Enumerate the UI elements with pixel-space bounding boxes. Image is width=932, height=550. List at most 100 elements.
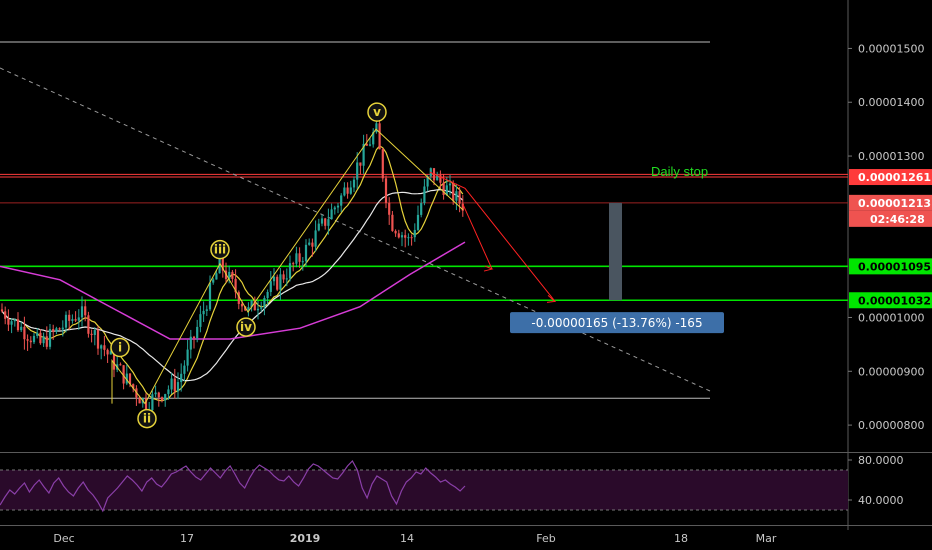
time-tick-label: 18 (674, 532, 688, 545)
candle-body (128, 373, 132, 385)
wave-label-iv: iv (240, 320, 252, 334)
price-tick-label: 0.00001000 (858, 311, 924, 324)
candle-body (324, 218, 327, 226)
price-label-box[interactable] (849, 210, 932, 227)
candle-body (58, 328, 61, 330)
candle-body (416, 214, 420, 230)
candle-body (250, 300, 253, 308)
time-tick-label: Dec (53, 532, 74, 545)
candle-body (100, 345, 103, 349)
candle-body (29, 340, 32, 343)
time-tick-label: 14 (400, 532, 414, 545)
daily-stop-label: Daily stop (651, 164, 708, 179)
candle-body (68, 314, 71, 321)
time-tick-label: 2019 (290, 532, 321, 545)
candle-body (84, 306, 87, 316)
time-tick-label: 17 (180, 532, 194, 545)
candle-body (298, 253, 301, 262)
wave-label-circle (110, 337, 130, 358)
candle-body (407, 237, 410, 239)
price-label-box[interactable] (849, 194, 932, 211)
candle-body (122, 365, 125, 384)
candle-body (221, 256, 224, 271)
candle-body (276, 276, 279, 290)
candle-body (106, 349, 109, 355)
candle-body (381, 149, 384, 179)
candle-body (311, 242, 314, 247)
candle-body (327, 219, 330, 226)
candle-body (96, 330, 100, 349)
candle-body (455, 191, 458, 201)
candle-body (234, 278, 237, 293)
candle-body (426, 176, 429, 187)
candle-body (330, 209, 333, 220)
candle-body (23, 326, 26, 340)
candle-body (90, 333, 93, 336)
candle-body (308, 242, 311, 245)
measure-box[interactable] (510, 312, 724, 334)
time-tick-label: Mar (756, 532, 777, 545)
candle-body (45, 336, 48, 347)
wave-label-v: v (373, 105, 381, 119)
candle-body (368, 144, 372, 146)
dashed-trend-line[interactable] (0, 67, 711, 392)
elliott-wave-path[interactable] (111, 128, 464, 405)
candle-body (208, 282, 212, 310)
price-tick-label: 0.00000800 (858, 419, 924, 432)
candle-body (372, 132, 375, 145)
price-label-box[interactable] (849, 292, 932, 309)
chart-frame (0, 0, 932, 530)
candle-body (362, 143, 365, 166)
candle-body (20, 326, 23, 331)
candle-body (340, 195, 343, 206)
time-tick-label: Feb (536, 532, 555, 545)
candle-body (436, 175, 439, 181)
candle-body (160, 397, 164, 401)
price-tick-label: 0.00000900 (858, 365, 924, 378)
candle-body (189, 336, 192, 350)
candle-body (301, 261, 304, 263)
wave-label-circle (137, 408, 157, 429)
candle-body (394, 230, 397, 234)
candle-body (333, 207, 336, 210)
candle-body (39, 332, 42, 344)
candle-body (375, 123, 378, 133)
wave-label-ii: ii (143, 412, 151, 426)
candle-body (0, 309, 4, 312)
candle-body (336, 205, 340, 208)
candle-body (452, 183, 455, 201)
wave-label-i: i (118, 341, 122, 355)
price-label-box[interactable] (849, 258, 932, 275)
drawings: Daily stop -0.00000165 (-13.76%) -165 (111, 128, 724, 405)
projection-arrow[interactable] (429, 171, 556, 302)
candle-body (196, 326, 199, 339)
candle-body (164, 394, 167, 401)
candle-body (170, 378, 173, 390)
rsi-tick-label: 40.0000 (858, 494, 904, 507)
candle-body (16, 319, 20, 331)
price-label-box[interactable] (849, 169, 932, 186)
candle-body (10, 321, 13, 325)
rsi-tick-label: 80.0000 (858, 454, 904, 467)
candle-body (93, 330, 96, 336)
price-label-text: 0.00001261 (858, 171, 931, 184)
candle-body (423, 186, 426, 204)
wave-label-circle (367, 102, 387, 122)
candle-body (36, 332, 39, 336)
candle-body (413, 229, 416, 238)
candle-body (237, 292, 240, 304)
measure-bar[interactable] (609, 202, 622, 301)
candle-body (151, 394, 154, 411)
candle-body (112, 351, 116, 370)
candle-body (279, 274, 282, 290)
price-tick-label: 0.00001400 (858, 96, 924, 109)
candle-body (13, 319, 16, 322)
candle-body (420, 203, 423, 215)
candle-body (77, 317, 80, 321)
candle-body (125, 373, 128, 384)
candle-body (4, 311, 7, 319)
short-arrow[interactable] (462, 204, 493, 270)
candles (0, 115, 464, 421)
